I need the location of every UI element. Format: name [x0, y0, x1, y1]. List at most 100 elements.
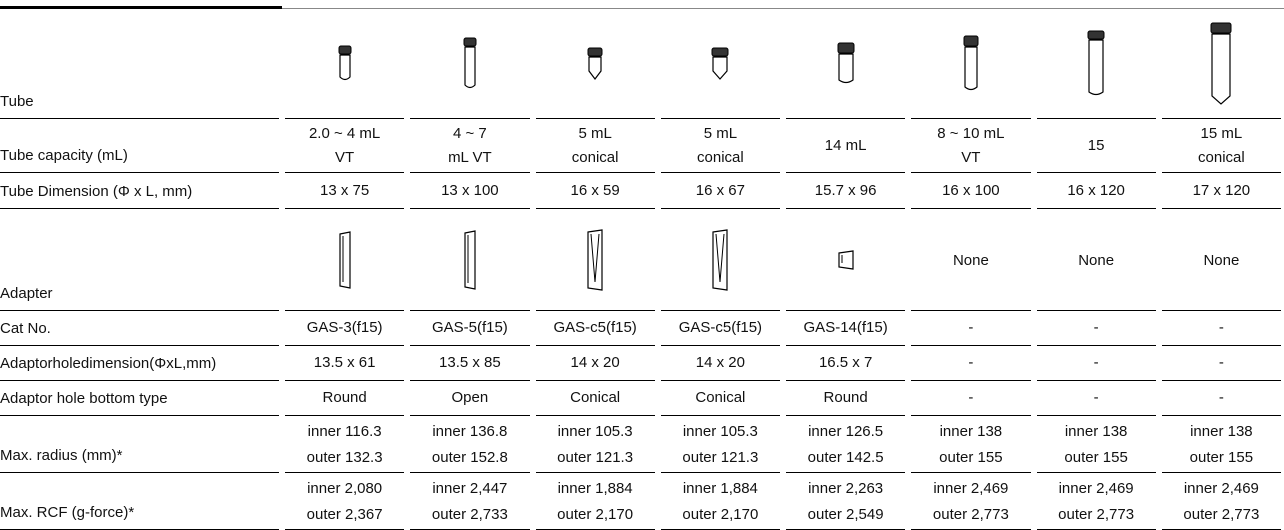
cell: inner 138 outer 155 [1036, 416, 1156, 473]
cell: 13 x 75 [285, 173, 405, 209]
tube-icon [587, 47, 603, 80]
cell-wrap: inner 1,884 outer 2,170 [533, 473, 658, 530]
spec-row: Tube Dimension (Φ x L, mm) 13 x 75 13 x 10… [0, 173, 1284, 209]
cell: Max. RCF (g-force)* [0, 473, 279, 530]
cell-wrap: GAS-3(f15) [282, 311, 407, 346]
cell-wrap: - [1034, 346, 1159, 381]
cell-text: inner 2,469 [1058, 480, 1134, 497]
cell-text: 15.7 x 96 [814, 181, 877, 199]
cell-wrap [282, 9, 407, 119]
cell-text: inner 116.3 [307, 423, 382, 440]
cell: 2.0 ~ 4 mL VT [285, 119, 405, 173]
cell-text: inner 138 [1190, 423, 1253, 440]
spec-row: Cat No. GAS-3(f15) GAS-5(f15) GAS-c5(f15) GA… [0, 311, 1284, 346]
cell-text: inner 1,884 [557, 480, 633, 497]
cell-text: outer 142.5 [807, 449, 884, 466]
cell-wrap: GAS-c5(f15) [533, 311, 658, 346]
cell-wrap: - [908, 346, 1033, 381]
cell: None [911, 209, 1031, 311]
cell: Open [410, 381, 530, 416]
cell-text: Round [823, 389, 868, 406]
cell-wrap [783, 209, 908, 311]
cell-text: - [1218, 319, 1224, 336]
cell-wrap: None [1034, 209, 1159, 311]
cell-wrap: Cat No. [0, 311, 282, 346]
cell-wrap: Max. radius (mm)* [0, 416, 282, 473]
cell: GAS-c5(f15) [660, 311, 780, 346]
cell-text: 14 x 20 [695, 354, 745, 371]
cell-wrap: 5 mL conical [658, 119, 783, 173]
cell-wrap: 13.5 x 85 [407, 346, 532, 381]
cell-text: GAS-c5(f15) [678, 319, 763, 336]
cell-wrap: 14 x 20 [533, 346, 658, 381]
cell-text: Open [451, 389, 489, 406]
cell-wrap: inner 2,469 outer 2,773 [1034, 473, 1159, 530]
cell-wrap: 13 x 75 [282, 173, 407, 209]
cell-wrap: inner 2,263 outer 2,549 [783, 473, 908, 530]
cell-wrap [533, 9, 658, 119]
cell-text: 5 mL [578, 124, 612, 142]
cell: - [1036, 381, 1156, 416]
cell-text: outer 121.3 [682, 449, 759, 466]
cell-text: GAS-14(f15) [803, 319, 888, 336]
cell: GAS-c5(f15) [535, 311, 655, 346]
cell-text: Round [322, 389, 367, 406]
cell: GAS-5(f15) [410, 311, 530, 346]
cell-text: None [1078, 252, 1115, 269]
cell: - [1161, 311, 1281, 346]
cell-wrap: Tube capacity (mL) [0, 119, 282, 173]
cell: inner 2,447 outer 2,733 [410, 473, 530, 530]
cell: None [1036, 209, 1156, 311]
cell-text: inner 2,447 [432, 480, 508, 497]
cell-wrap: inner 1,884 outer 2,170 [658, 473, 783, 530]
cell-text: inner 2,469 [1183, 480, 1259, 497]
cell: inner 138 outer 155 [1161, 416, 1281, 473]
spec-row: Max. RCF (g-force)* inner 2,080 outer 2,36… [0, 473, 1284, 530]
adapter-icon [838, 249, 854, 270]
tube-icon [837, 42, 855, 83]
row-label: Adaptor hole bottom type [0, 390, 168, 407]
cell-text: GAS-3(f15) [306, 319, 383, 336]
spec-row: Tube capacity (mL) 2.0 ~ 4 mL VT 4 ~ 7 mL VT… [0, 119, 1284, 173]
cell-wrap: 16.5 x 7 [783, 346, 908, 381]
cell-text: outer 155 [939, 449, 1003, 466]
cell: inner 2,469 outer 2,773 [911, 473, 1031, 530]
cell: inner 136.8 outer 152.8 [410, 416, 530, 473]
cell-wrap: inner 126.5 outer 142.5 [783, 416, 908, 473]
cell-wrap: 17 x 120 [1159, 173, 1284, 209]
cell-text: outer 132.3 [306, 449, 383, 466]
cell-text: 16.5 x 7 [818, 354, 873, 371]
cell-wrap [407, 209, 532, 311]
cell: inner 116.3 outer 132.3 [285, 416, 405, 473]
tube-icon [1210, 22, 1232, 105]
cell [535, 9, 655, 119]
cell: 15.7 x 96 [786, 173, 906, 209]
cell-wrap [658, 9, 783, 119]
cell-wrap: Conical [658, 381, 783, 416]
cell-text: - [1218, 389, 1224, 406]
cell-text: 16 x 120 [1067, 181, 1125, 199]
cell-wrap: 13.5 x 61 [282, 346, 407, 381]
cell: Tube Dimension (Φ x L, mm) [0, 173, 279, 209]
cell-text: VT [335, 148, 355, 166]
cell-wrap [658, 209, 783, 311]
cell [535, 209, 655, 311]
cell-text: inner 1,884 [682, 480, 758, 497]
cell-wrap: - [1159, 381, 1284, 416]
row-label: Tube [0, 93, 34, 110]
cell [285, 209, 405, 311]
cell [911, 9, 1031, 119]
cell-text: inner 105.3 [682, 423, 758, 440]
cell-text: outer 2,773 [1183, 506, 1260, 523]
cell-wrap: Open [407, 381, 532, 416]
cell-wrap: - [908, 311, 1033, 346]
cell: inner 1,884 outer 2,170 [535, 473, 655, 530]
cell: GAS-3(f15) [285, 311, 405, 346]
cell-wrap: Adapter [0, 209, 282, 311]
cell-text: mL VT [448, 148, 492, 166]
cell: - [911, 346, 1031, 381]
spec-row: Adaptorholedimension(ΦxL,mm) 13.5 x 61 13.… [0, 346, 1284, 381]
cell-wrap: - [1034, 311, 1159, 346]
cell-text: - [968, 319, 974, 336]
cell-text: - [968, 354, 974, 371]
